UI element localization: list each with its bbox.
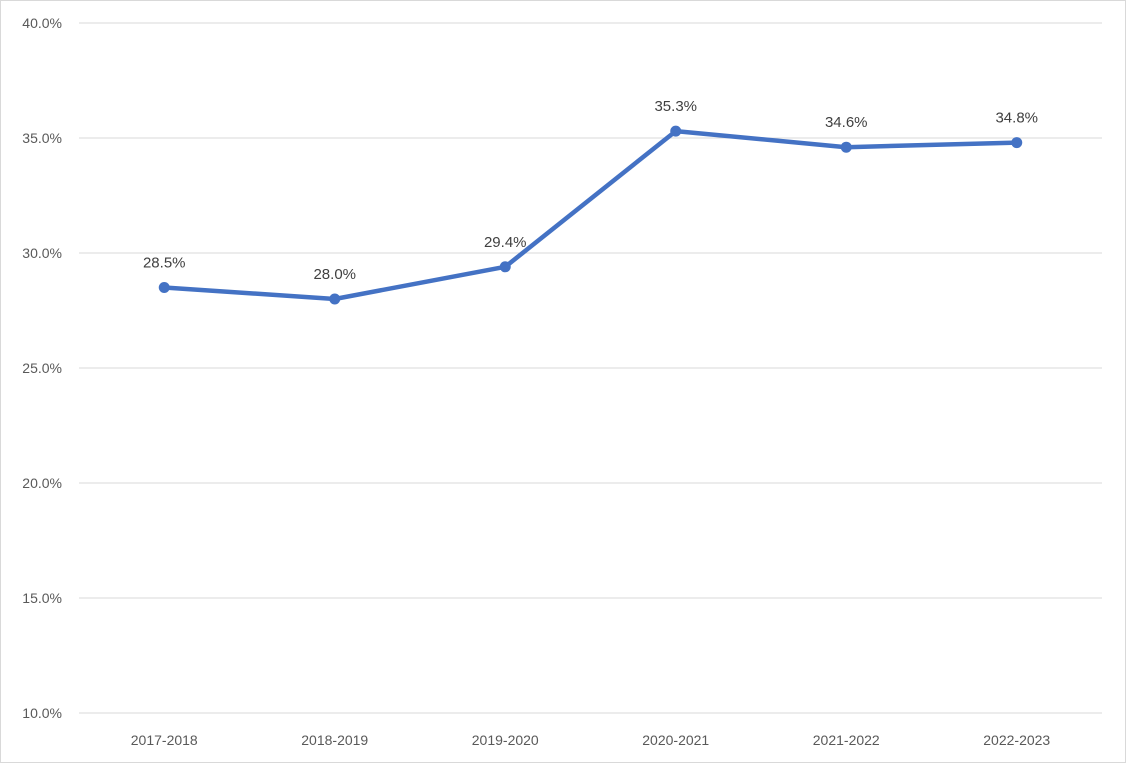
y-tick-label: 40.0% <box>22 15 62 31</box>
data-label: 28.0% <box>313 266 356 283</box>
data-label: 35.3% <box>654 98 697 115</box>
data-label: 34.8% <box>995 110 1038 127</box>
data-point-marker <box>499 261 511 273</box>
x-tick-label: 2020-2021 <box>642 732 709 748</box>
data-point-marker <box>329 293 341 305</box>
y-tick-label: 25.0% <box>22 360 62 376</box>
x-tick-label: 2022-2023 <box>983 732 1050 748</box>
data-label: 29.4% <box>484 234 527 251</box>
x-tick-label: 2021-2022 <box>813 732 880 748</box>
x-tick-label: 2018-2019 <box>301 732 368 748</box>
y-tick-label: 10.0% <box>22 705 62 721</box>
data-point-marker <box>158 282 170 293</box>
data-label: 34.6% <box>825 114 868 131</box>
data-label: 28.5% <box>143 255 186 272</box>
y-tick-label: 20.0% <box>22 475 62 491</box>
y-tick-label: 15.0% <box>22 590 62 606</box>
data-point-marker <box>840 141 852 153</box>
gridlines <box>79 22 1102 714</box>
x-tick-label: 2017-2018 <box>131 732 198 748</box>
series-line <box>162 128 1019 302</box>
x-axis-tick-labels: 2017-2018 2018-2019 2019-2020 2020-2021 2021… <box>131 732 1051 748</box>
x-tick-label: 2019-2020 <box>472 732 539 748</box>
data-labels: 28.5% 28.0% 29.4% 35.3% 34.6% 34.8% <box>143 98 1038 283</box>
y-axis-tick-labels: 10.0% 15.0% 20.0% 25.0% 30.0% 35.0% 40.0% <box>22 15 62 721</box>
y-tick-label: 30.0% <box>22 245 62 261</box>
y-tick-label: 35.0% <box>22 130 62 146</box>
data-point-marker <box>670 125 682 137</box>
series-line-group <box>158 125 1023 305</box>
data-point-marker <box>1011 137 1023 149</box>
